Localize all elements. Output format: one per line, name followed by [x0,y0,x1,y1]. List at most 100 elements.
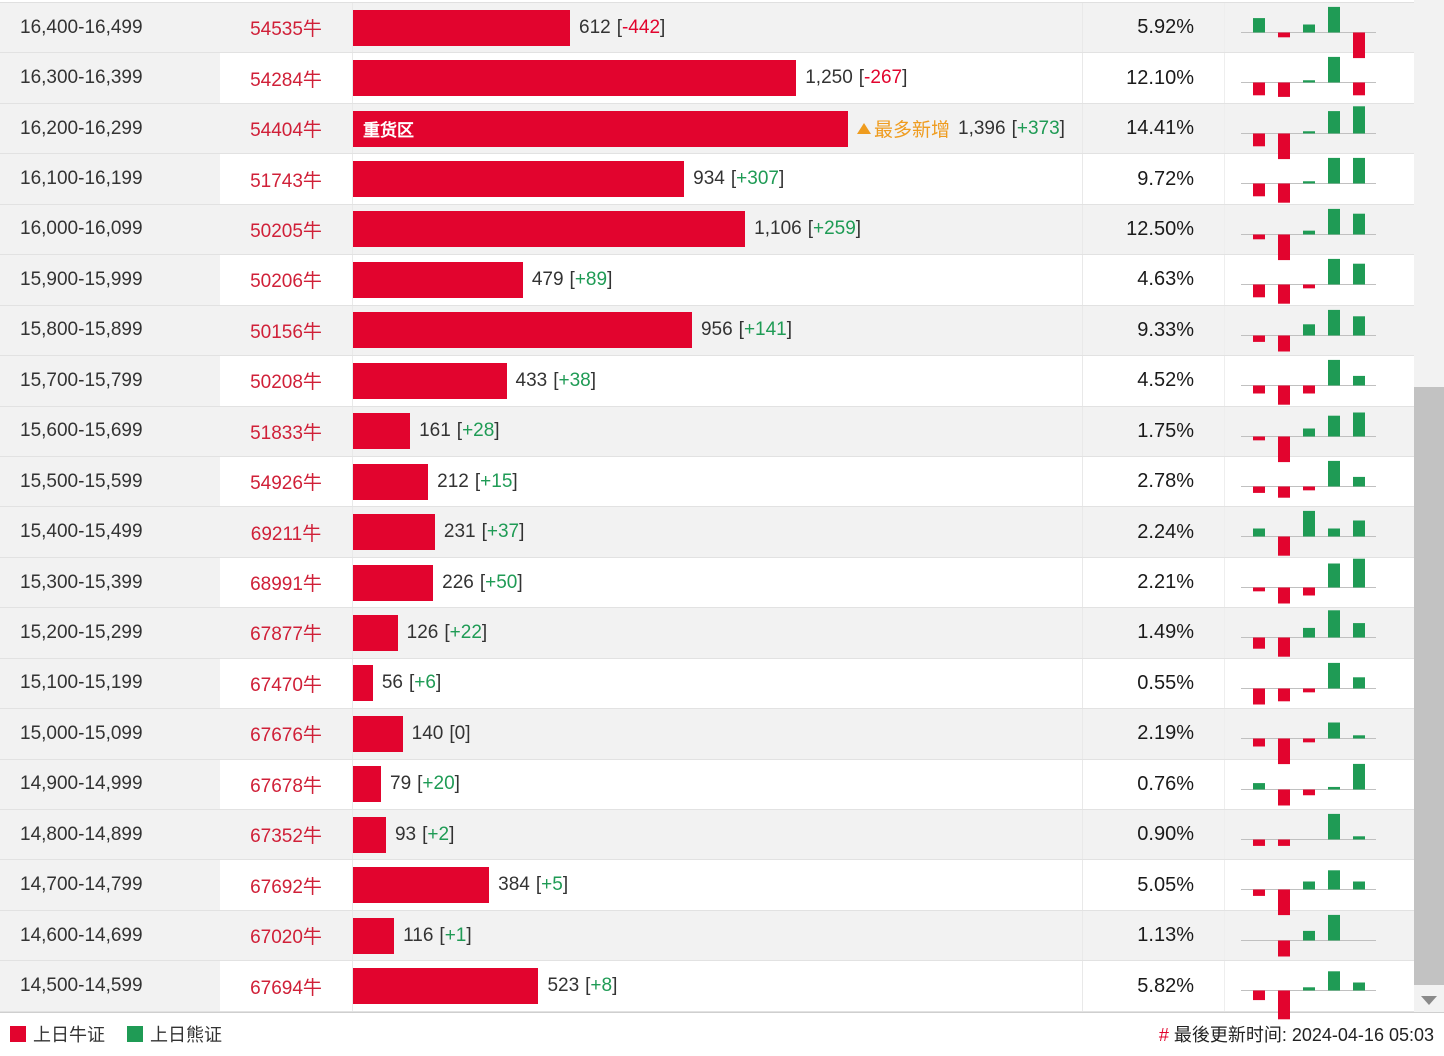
quantity-bar-cell: 93 [+2] [352,810,1082,860]
spark-bar-down [1278,789,1290,806]
spark-bar-down [1303,486,1315,491]
percent-cell: 1.75% [1082,406,1224,456]
scrollbar-thumb[interactable] [1414,387,1444,985]
price-range-cell: 16,400-16,499 [0,3,220,53]
quantity-change: [+50] [479,571,523,593]
quantity-bar [353,514,435,551]
cbbc-code-label[interactable]: 50205牛 [250,220,322,242]
cbbc-code-cell: 50205牛 [220,205,352,254]
spark-bar-down [1253,990,1265,1001]
spark-bar-up [1303,80,1315,83]
cbbc-code-label[interactable]: 69211牛 [250,523,322,545]
table-row: 16,400-16,499 54535牛 612 [-442] 5.92% [0,3,1414,59]
cbbc-code-label[interactable]: 51743牛 [250,170,322,192]
quantity-value: 384 [498,874,530,896]
quantity-change: [0] [449,722,471,744]
price-range-label: 16,000-16,099 [20,218,143,240]
table-row: 15,300-15,399 68991牛 226 [+50] 2.21% [0,557,1414,609]
cbbc-code-label[interactable]: 51833牛 [250,422,322,444]
quantity-value: 1,250 [805,67,853,89]
percent-label: 2.21% [1137,571,1194,594]
spark-bar-down [1278,234,1290,260]
cbbc-code-label[interactable]: 67470牛 [250,674,322,696]
cbbc-code-label[interactable]: 54404牛 [250,120,322,142]
cbbc-code-label[interactable]: 67877牛 [250,624,322,646]
quantity-bar [353,564,434,601]
cbbc-code-cell: 54404牛 [220,104,352,153]
table-row: 15,400-15,499 69211牛 231 [+37] 2.24% [0,507,1414,558]
cbbc-code-label[interactable]: 50156牛 [250,321,322,343]
price-range-label: 16,400-16,499 [20,16,143,38]
spark-bar-up [1303,24,1315,33]
percent-label: 0.76% [1137,772,1194,795]
quantity-change: [+259] [807,218,862,240]
spark-bar-up [1328,460,1340,487]
cbbc-code-label[interactable]: 54535牛 [250,19,322,41]
spark-bar-up [1328,813,1340,840]
percent-label: 4.52% [1137,369,1194,392]
spark-bar-up [1328,722,1340,739]
price-range-cell: 16,000-16,099 [0,204,220,255]
scroll-down-button[interactable] [1414,988,1444,1012]
quantity-bar-cell: 56 [+6] [352,658,1082,709]
cbbc-code-label[interactable]: 50206牛 [250,271,322,293]
percent-cell: 4.52% [1082,356,1224,406]
cbbc-code-label[interactable]: 67020牛 [250,927,322,949]
spark-bar-up [1303,881,1315,890]
cbbc-code-label[interactable]: 68991牛 [250,574,322,596]
table-row: 15,800-15,899 50156牛 956 [+141] 9.33% [0,305,1414,357]
update-label: 最後更新时间: [1173,1025,1287,1045]
percent-cell: 5.82% [1082,961,1224,1011]
cbbc-code-label[interactable]: 67676牛 [250,725,322,747]
spark-bar-up [1303,987,1315,991]
cbbc-code-cell: 54284牛 [220,53,352,102]
spark-bar-down [1253,637,1265,649]
spark-bar-down [1253,385,1265,394]
spark-bar-down [1253,688,1265,705]
quantity-bar [353,261,523,298]
cbbc-code-label[interactable]: 54284牛 [250,69,322,91]
spark-bar-down [1278,940,1290,957]
bar-value-label: 612 [-442] [579,17,665,39]
cbbc-code-label[interactable]: 67678牛 [250,775,322,797]
bar-value-label: 956 [+141] [701,319,792,341]
price-range-cell: 14,800-14,899 [0,810,220,860]
percent-label: 5.82% [1137,974,1194,997]
sparkline-cell [1224,608,1414,658]
percent-cell: 2.19% [1082,709,1224,759]
quantity-bar-cell: 384 [+5] [352,860,1082,910]
price-range-cell: 16,100-16,199 [0,154,220,204]
percent-cell: 1.13% [1082,910,1224,961]
quantity-change: [+15] [474,470,518,492]
bar-value-label: 934 [+307] [693,168,784,190]
cbbc-code-label[interactable]: 67692牛 [250,876,322,898]
scrollbar[interactable] [1414,0,1444,1012]
bar-value-label: 140 [0] [412,723,471,745]
cbbc-code-cell: 67470牛 [220,659,352,708]
quantity-bar [353,816,386,853]
table-rows: 16,400-16,499 54535牛 612 [-442] 5.92% 16… [0,3,1414,1020]
spark-bar-up [1303,628,1315,638]
cbbc-code-label[interactable]: 67694牛 [250,977,322,999]
percent-cell: 2.78% [1082,456,1224,507]
cbbc-code-label[interactable]: 50208牛 [250,372,322,394]
table-row: 15,700-15,799 50208牛 433 [+38] 4.52% [0,356,1414,407]
percent-cell: 0.90% [1082,810,1224,860]
price-range-cell: 15,600-15,699 [0,406,220,456]
percent-label: 2.19% [1137,722,1194,745]
spark-bar-up [1353,881,1365,890]
bar-value-label: 126 [+22] [407,622,488,644]
bar-value-label: 231 [+37] [444,521,525,543]
quantity-bar-cell: 1,106 [+259] [352,204,1082,255]
price-range-cell: 16,200-16,299 [0,103,220,154]
bar-value-label: 56 [+6] [382,672,441,694]
table-row: 15,900-15,999 50206牛 479 [+89] 4.63% [0,255,1414,306]
quantity-value: 1,106 [754,218,802,240]
spark-bar-up [1328,870,1340,890]
cbbc-code-label[interactable]: 67352牛 [250,826,322,848]
quantity-bar-cell: 116 [+1] [352,910,1082,961]
percent-cell: 12.10% [1082,53,1224,103]
cbbc-code-label[interactable]: 54926牛 [250,473,322,495]
spark-bar-up [1328,359,1340,386]
spark-bar-up [1303,323,1315,336]
